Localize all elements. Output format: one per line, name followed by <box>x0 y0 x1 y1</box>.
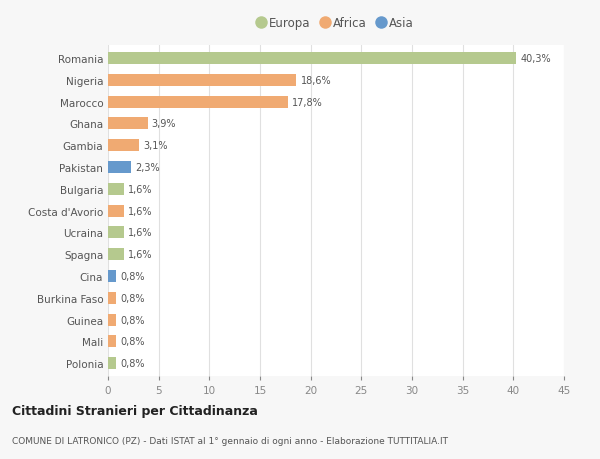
Bar <box>108 249 124 261</box>
Bar <box>108 53 517 65</box>
Text: 1,6%: 1,6% <box>128 228 153 238</box>
Text: 3,1%: 3,1% <box>143 141 168 151</box>
Text: 40,3%: 40,3% <box>520 54 551 64</box>
Bar <box>108 118 148 130</box>
Bar <box>108 205 124 217</box>
Bar <box>108 162 131 174</box>
Text: Cittadini Stranieri per Cittadinanza: Cittadini Stranieri per Cittadinanza <box>12 404 258 417</box>
Text: 18,6%: 18,6% <box>301 76 331 86</box>
Text: COMUNE DI LATRONICO (PZ) - Dati ISTAT al 1° gennaio di ogni anno - Elaborazione : COMUNE DI LATRONICO (PZ) - Dati ISTAT al… <box>12 436 448 445</box>
Bar <box>108 358 116 369</box>
Text: 2,3%: 2,3% <box>136 162 160 173</box>
Bar <box>108 292 116 304</box>
Text: 0,8%: 0,8% <box>120 293 145 303</box>
Bar <box>108 184 124 196</box>
Bar <box>108 336 116 347</box>
Text: 1,6%: 1,6% <box>128 250 153 260</box>
Text: 17,8%: 17,8% <box>292 97 323 107</box>
Legend: Europa, Africa, Asia: Europa, Africa, Asia <box>254 12 418 34</box>
Text: 0,8%: 0,8% <box>120 315 145 325</box>
Bar <box>108 314 116 326</box>
Bar <box>108 227 124 239</box>
Bar <box>108 75 296 87</box>
Text: 0,8%: 0,8% <box>120 358 145 368</box>
Text: 1,6%: 1,6% <box>128 206 153 216</box>
Bar <box>108 270 116 282</box>
Bar <box>108 96 289 108</box>
Bar <box>108 140 139 152</box>
Text: 0,8%: 0,8% <box>120 336 145 347</box>
Text: 1,6%: 1,6% <box>128 185 153 195</box>
Text: 3,9%: 3,9% <box>152 119 176 129</box>
Text: 0,8%: 0,8% <box>120 271 145 281</box>
